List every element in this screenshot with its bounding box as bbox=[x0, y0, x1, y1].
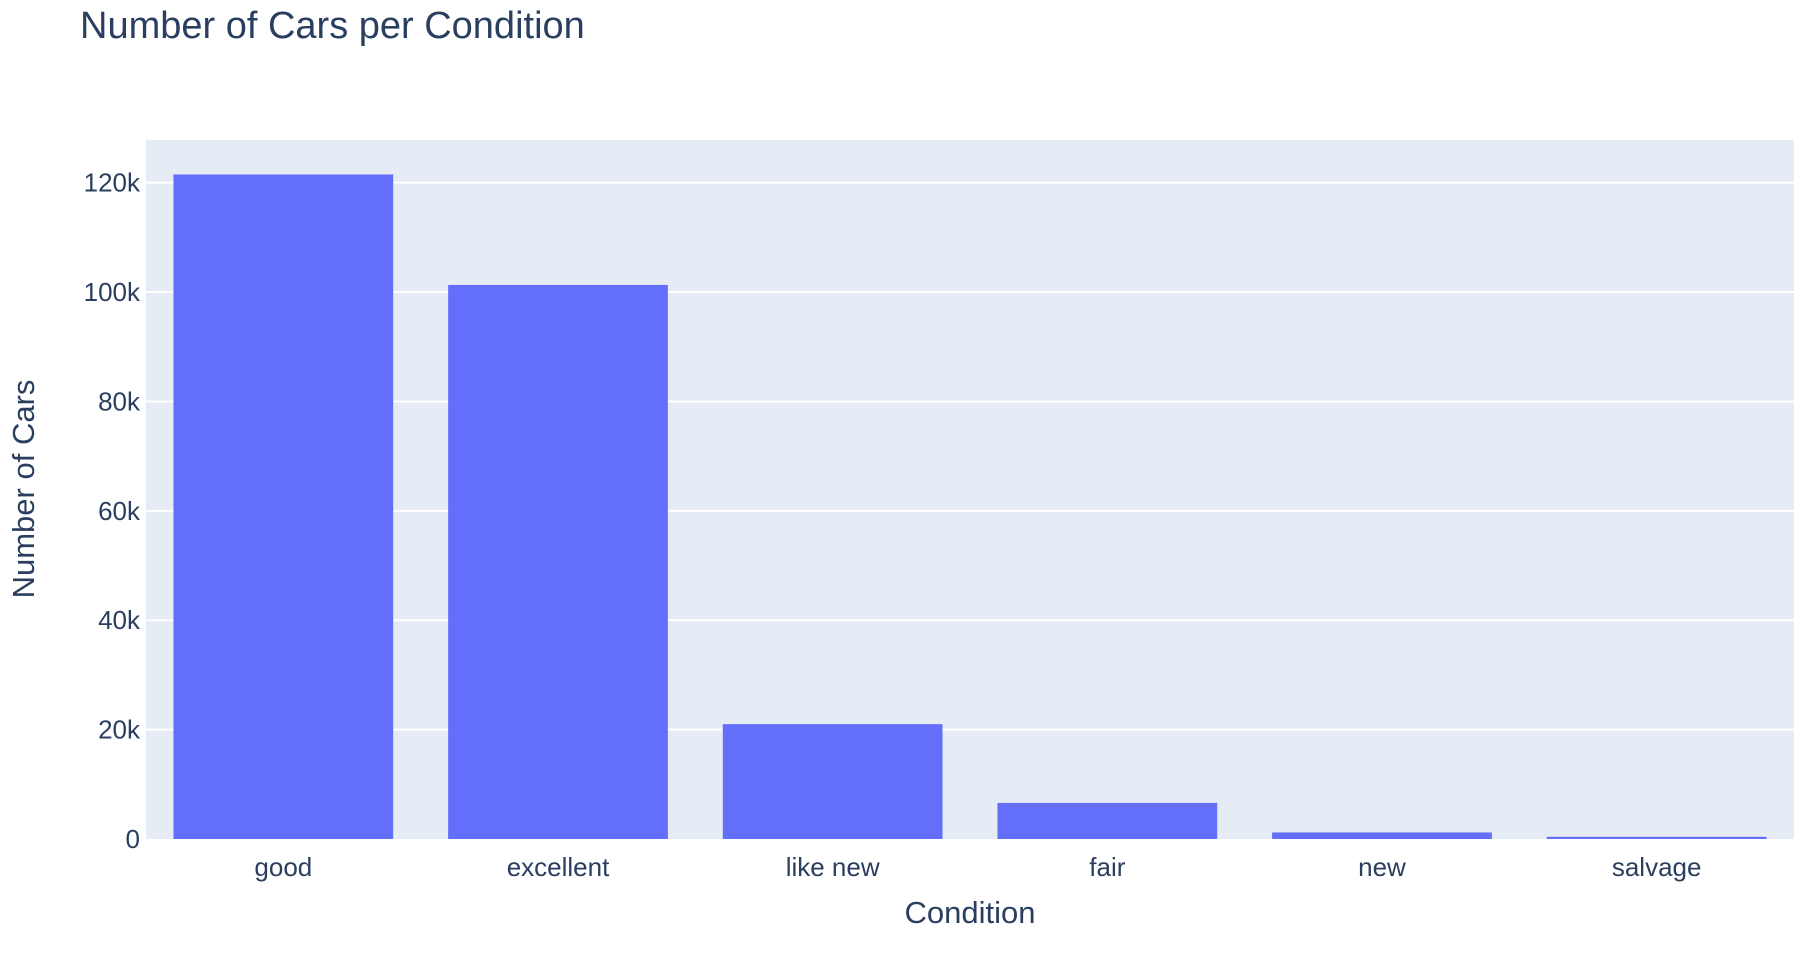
bar-good bbox=[173, 174, 394, 839]
y-tick-label: 20k bbox=[98, 715, 141, 745]
bar-new bbox=[1272, 832, 1492, 839]
y-tick-label: 0 bbox=[126, 824, 140, 854]
y-tick-label: 40k bbox=[98, 605, 141, 635]
chart-title: Number of Cars per Condition bbox=[80, 5, 585, 47]
bar-like-new bbox=[722, 724, 943, 839]
y-tick-label: 100k bbox=[84, 277, 141, 307]
x-tick-label: salvage bbox=[1612, 852, 1702, 882]
bar-excellent bbox=[448, 284, 668, 840]
gridlines bbox=[146, 181, 1794, 731]
x-tick-label: fair bbox=[1089, 852, 1125, 882]
x-tick-label: like new bbox=[786, 852, 880, 882]
x-tick-label: good bbox=[254, 852, 312, 882]
x-axis-title: Condition bbox=[905, 895, 1036, 930]
bars bbox=[173, 174, 1767, 840]
y-tick-label: 120k bbox=[84, 168, 141, 198]
x-tick-label: excellent bbox=[507, 852, 610, 882]
y-tick-label: 80k bbox=[98, 386, 141, 416]
x-tick-label: new bbox=[1358, 852, 1406, 882]
bar-salvage bbox=[1546, 836, 1767, 839]
y-tick-label: 60k bbox=[98, 496, 141, 526]
y-axis-title: Number of Cars bbox=[6, 380, 41, 599]
y-axis-ticks: 0 20k 40k 60k 80k 100k 120k bbox=[84, 168, 141, 854]
bar-fair bbox=[997, 802, 1218, 839]
x-axis-ticks: good excellent like new fair new salvage bbox=[254, 852, 1701, 882]
plot-background bbox=[146, 140, 1794, 839]
